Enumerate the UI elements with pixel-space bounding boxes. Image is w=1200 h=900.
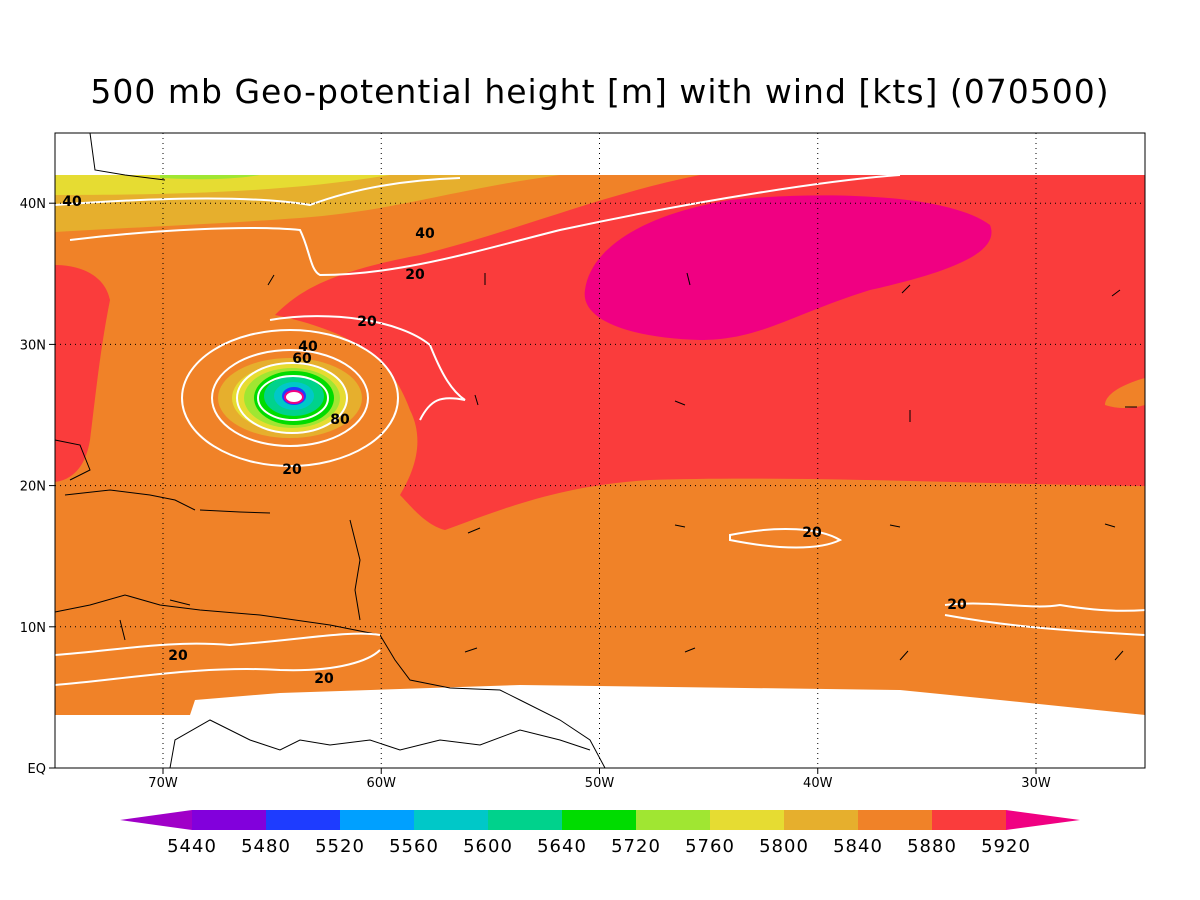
contour-label: 20 xyxy=(357,314,377,330)
contour-label: 20 xyxy=(168,648,188,664)
colorbar-box xyxy=(340,810,414,830)
lat-label: 10N xyxy=(20,621,46,636)
lon-label: 70W xyxy=(148,776,178,791)
colorbar-box xyxy=(562,810,636,830)
colorbar-arrow xyxy=(120,810,192,830)
field-5760 xyxy=(55,175,390,195)
contour-label: 20 xyxy=(802,525,822,541)
colorbar-label: 5480 xyxy=(241,836,291,857)
contour-line xyxy=(211,349,369,447)
colorbar-box xyxy=(636,810,710,830)
colorbar-label: 5520 xyxy=(315,836,365,857)
map-title: 500 mb Geo-potential height [m] with win… xyxy=(90,72,1109,111)
field-hurricane-eye xyxy=(284,390,304,404)
coastline xyxy=(54,132,606,769)
lat-label: EQ xyxy=(28,762,46,777)
colorbar-label: 5560 xyxy=(389,836,439,857)
contour-labels: 40 40 20 20 40 60 80 20 20 20 20 20 xyxy=(62,194,967,687)
colorbar-box xyxy=(710,810,784,830)
lat-label: 30N xyxy=(20,338,46,353)
colorbar-label: 5440 xyxy=(167,836,217,857)
colorbar-arrow xyxy=(1006,810,1080,830)
colorbar-label: 5720 xyxy=(611,836,661,857)
colorbar-box xyxy=(488,810,562,830)
field-5720 xyxy=(160,175,260,180)
contour-line xyxy=(257,375,329,421)
colorbar-box xyxy=(414,810,488,830)
colorbar-box xyxy=(858,810,932,830)
contour-label: 20 xyxy=(282,462,302,478)
colorbar-label: 5800 xyxy=(759,836,809,857)
contour-line xyxy=(181,329,399,467)
contour-label: 80 xyxy=(330,412,350,428)
contour-label: 20 xyxy=(405,267,425,283)
contour-line xyxy=(236,362,348,434)
contour-label: 40 xyxy=(62,194,82,210)
field-5880-west xyxy=(55,265,110,482)
contour-label: 20 xyxy=(314,671,334,687)
lon-label: 50W xyxy=(585,776,615,791)
field-5920 xyxy=(584,195,992,340)
colorbar-box xyxy=(192,810,266,830)
colorbar-label: 5760 xyxy=(685,836,735,857)
colorbar-box xyxy=(784,810,858,830)
colorbar-label: 5840 xyxy=(833,836,883,857)
wind-arrows xyxy=(267,272,1137,661)
colorbar-label: 5600 xyxy=(463,836,513,857)
lat-label: 40N xyxy=(20,197,46,212)
contour-label: 20 xyxy=(947,597,967,613)
contour-label: 40 xyxy=(415,226,435,242)
colorbar-label: 5640 xyxy=(537,836,587,857)
contour-label: 60 xyxy=(292,351,312,367)
contour-label: 40 xyxy=(298,339,318,355)
colorbar-label: 5880 xyxy=(907,836,957,857)
lon-label: 30W xyxy=(1021,776,1051,791)
contour-line xyxy=(54,174,901,421)
lon-label: 60W xyxy=(367,776,397,791)
lon-label: 40W xyxy=(803,776,833,791)
colorbar-label: 5920 xyxy=(981,836,1031,857)
colorbar-box xyxy=(932,810,1006,830)
lat-label: 20N xyxy=(20,480,46,495)
colorbar-box xyxy=(266,810,340,830)
